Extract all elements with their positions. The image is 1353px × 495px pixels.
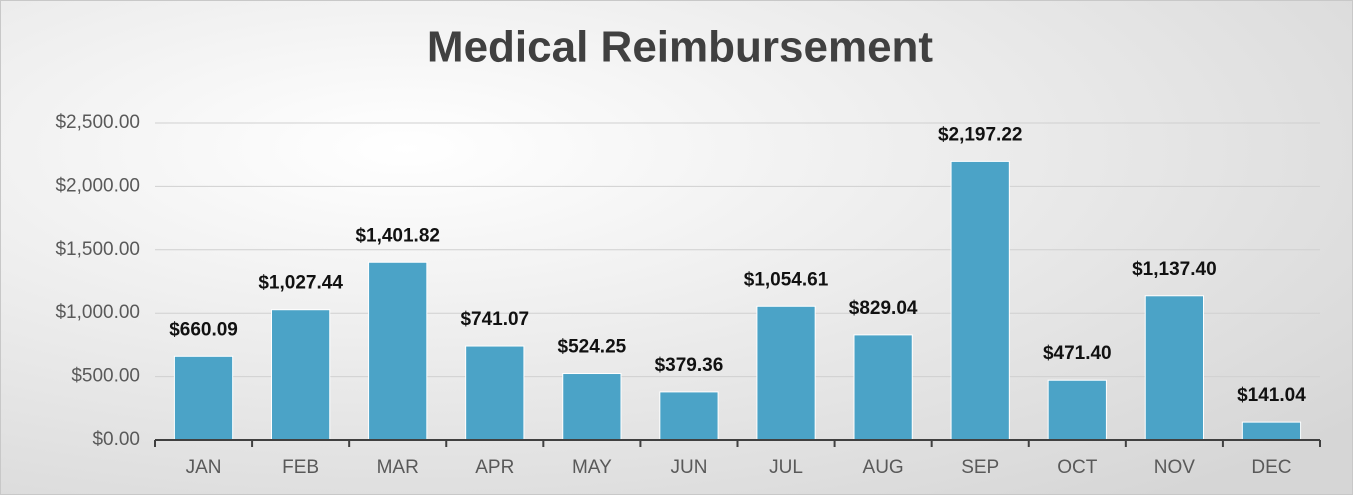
data-label: $2,197.22 [938, 124, 1023, 145]
x-tick-label: JUL [769, 457, 803, 478]
x-tick-label: AUG [863, 457, 904, 478]
x-tick-label: FEB [282, 457, 319, 478]
y-tick-label: $2,500.00 [55, 112, 140, 133]
data-label: $1,054.61 [744, 269, 829, 290]
data-label: $471.40 [1043, 343, 1112, 364]
data-label: $1,137.40 [1132, 259, 1217, 280]
data-label: $829.04 [849, 298, 918, 319]
chart-title: Medical Reimbursement [427, 23, 933, 72]
bar [271, 309, 331, 441]
bar [368, 261, 428, 441]
x-tick-label: DEC [1251, 457, 1291, 478]
bar [950, 160, 1010, 441]
bar [1241, 421, 1302, 441]
x-tick-label: MAR [377, 457, 419, 478]
bar [465, 345, 525, 441]
x-tick-label: MAY [572, 457, 612, 478]
y-tick-label: $1,500.00 [55, 239, 140, 260]
data-label: $141.04 [1237, 385, 1306, 406]
bar [659, 391, 719, 441]
y-tick-label: $1,000.00 [55, 302, 140, 323]
y-tick-label: $500.00 [71, 366, 140, 387]
bar [562, 373, 622, 441]
bar [853, 334, 913, 441]
bar [1144, 295, 1204, 441]
x-tick-label: SEP [961, 457, 999, 478]
x-tick-label: NOV [1154, 457, 1196, 478]
bar [756, 305, 816, 441]
data-label: $1,401.82 [355, 225, 440, 246]
data-label: $1,027.44 [258, 273, 343, 294]
data-label: $524.25 [558, 337, 627, 358]
data-label: $741.07 [460, 309, 529, 330]
y-tick-label: $2,000.00 [55, 175, 140, 196]
x-tick-label: OCT [1057, 457, 1098, 478]
y-tick-label: $0.00 [92, 429, 140, 450]
x-tick-label: JAN [186, 457, 222, 478]
bar [173, 355, 234, 441]
data-label: $660.09 [169, 319, 238, 340]
x-tick-label: APR [475, 457, 514, 478]
data-label: $379.36 [655, 355, 724, 376]
x-tick-label: JUN [670, 457, 707, 478]
bar [1047, 379, 1107, 441]
